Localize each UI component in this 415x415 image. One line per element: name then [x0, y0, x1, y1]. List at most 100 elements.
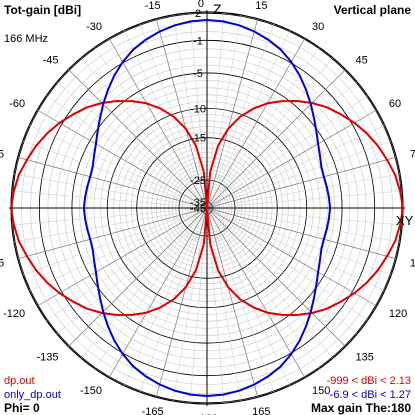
angle-label: 105 — [410, 257, 415, 269]
grid-spoke — [206, 207, 259, 398]
grid-spoke — [139, 234, 198, 393]
radial-tick-label: -15 — [190, 133, 206, 145]
angle-label: -45 — [43, 55, 59, 67]
legend-file-only-dp: only_dp.out — [4, 389, 61, 401]
legend-file-dp: dp.out — [4, 375, 35, 387]
grid-spoke — [234, 212, 401, 243]
grid-spoke — [234, 173, 401, 204]
grid-spoke — [232, 124, 385, 197]
grid-spoke — [29, 219, 182, 292]
gain-series — [10, 19, 404, 397]
legend-range-only-dp: -6.9 < dBi < 1.27 — [329, 389, 411, 401]
grid-spoke — [228, 81, 358, 191]
grid-spoke — [56, 81, 186, 191]
angle-label: 15 — [255, 0, 267, 12]
angle-label: 135 — [355, 351, 373, 363]
frequency-label: 166 MHz — [4, 33, 49, 45]
grid-spoke — [206, 38, 306, 209]
grid-spoke — [68, 69, 208, 209]
grid-spoke — [216, 234, 275, 393]
grid-spoke — [229, 223, 368, 321]
legend-range-dp: -999 < dBi < 2.13 — [326, 375, 411, 387]
grid-spoke — [22, 217, 181, 276]
grid-spoke — [218, 30, 291, 183]
grid-spoke — [206, 207, 397, 260]
grid-spoke — [17, 156, 208, 209]
grid-spoke — [155, 207, 208, 398]
grid-spoke — [234, 190, 403, 206]
grid-spoke — [80, 229, 190, 359]
grid-spoke — [229, 95, 368, 193]
grid-spoke — [206, 69, 346, 209]
grid-spoke — [11, 210, 180, 226]
phi-label: Phi= 0 — [4, 401, 40, 415]
polar-grid — [9, 10, 405, 406]
grid-spoke — [46, 95, 185, 193]
angle-label: -15 — [145, 0, 161, 12]
angle-label: 60 — [389, 98, 401, 110]
grid-spoke — [228, 225, 358, 335]
grid-spoke — [222, 47, 320, 186]
series-line-1 — [82, 19, 332, 397]
grid-spoke — [123, 30, 196, 183]
grid-spoke — [108, 38, 208, 209]
radial-tick-label: -25 — [190, 175, 206, 187]
axis-letter-xy: XY — [396, 213, 414, 228]
angle-label: -165 — [142, 406, 164, 415]
grid-spoke — [17, 207, 208, 260]
angle-label: 0 — [198, 0, 204, 10]
grid-spoke — [37, 207, 208, 307]
grid-spoke — [56, 225, 186, 335]
angle-label: -150 — [80, 385, 102, 397]
radial-tick-label: -10 — [190, 103, 206, 115]
angle-label: 45 — [355, 55, 367, 67]
grid-spoke — [222, 230, 320, 369]
grid-spoke — [232, 219, 385, 292]
grid-spoke — [22, 140, 181, 199]
grid-spoke — [209, 235, 225, 404]
grid-spoke — [209, 12, 225, 181]
grid-spoke — [224, 229, 334, 359]
grid-spoke — [216, 23, 275, 182]
angle-label: -30 — [86, 21, 102, 33]
grid-spoke — [206, 207, 306, 378]
grid-spoke — [13, 173, 180, 204]
grid-spoke — [218, 233, 291, 386]
radial-tick-label: -45 — [190, 203, 206, 215]
angle-label: -120 — [3, 308, 25, 320]
angle-label: 30 — [312, 21, 324, 33]
angle-label: -180 — [196, 413, 218, 415]
series-line-0 — [10, 100, 404, 316]
angle-label: -60 — [9, 98, 25, 110]
max-gain-label: Max gain The:180 — [310, 401, 411, 415]
grid-spoke — [233, 217, 392, 276]
grid-spoke — [68, 207, 208, 347]
radial-tick-label: -5 — [193, 68, 203, 80]
angle-label: 150 — [312, 385, 330, 397]
grid-spoke — [123, 233, 196, 386]
grid-spoke — [46, 223, 185, 321]
grid-spoke — [11, 190, 180, 206]
grid-spoke — [189, 235, 205, 404]
grid-spoke — [94, 47, 192, 186]
angle-label: -105 — [0, 257, 4, 269]
grid-spoke — [233, 140, 392, 199]
radial-tick-label: -1 — [193, 35, 203, 47]
grid-spoke — [224, 57, 334, 187]
grid-spoke — [80, 57, 190, 187]
angle-label: -135 — [36, 351, 58, 363]
grid-spoke — [234, 210, 403, 226]
radial-tick-label: -35 — [190, 197, 206, 209]
grid-spoke — [189, 12, 205, 181]
grid-spoke — [29, 124, 182, 197]
angle-label: 165 — [252, 406, 270, 415]
grid-spoke — [13, 212, 180, 243]
axis-letter-z: Z — [213, 1, 222, 17]
grid-spoke — [206, 207, 346, 347]
grid-spoke — [206, 18, 259, 209]
grid-spoke — [155, 18, 208, 209]
grid-spoke — [206, 207, 377, 307]
grid-spoke — [139, 23, 198, 182]
